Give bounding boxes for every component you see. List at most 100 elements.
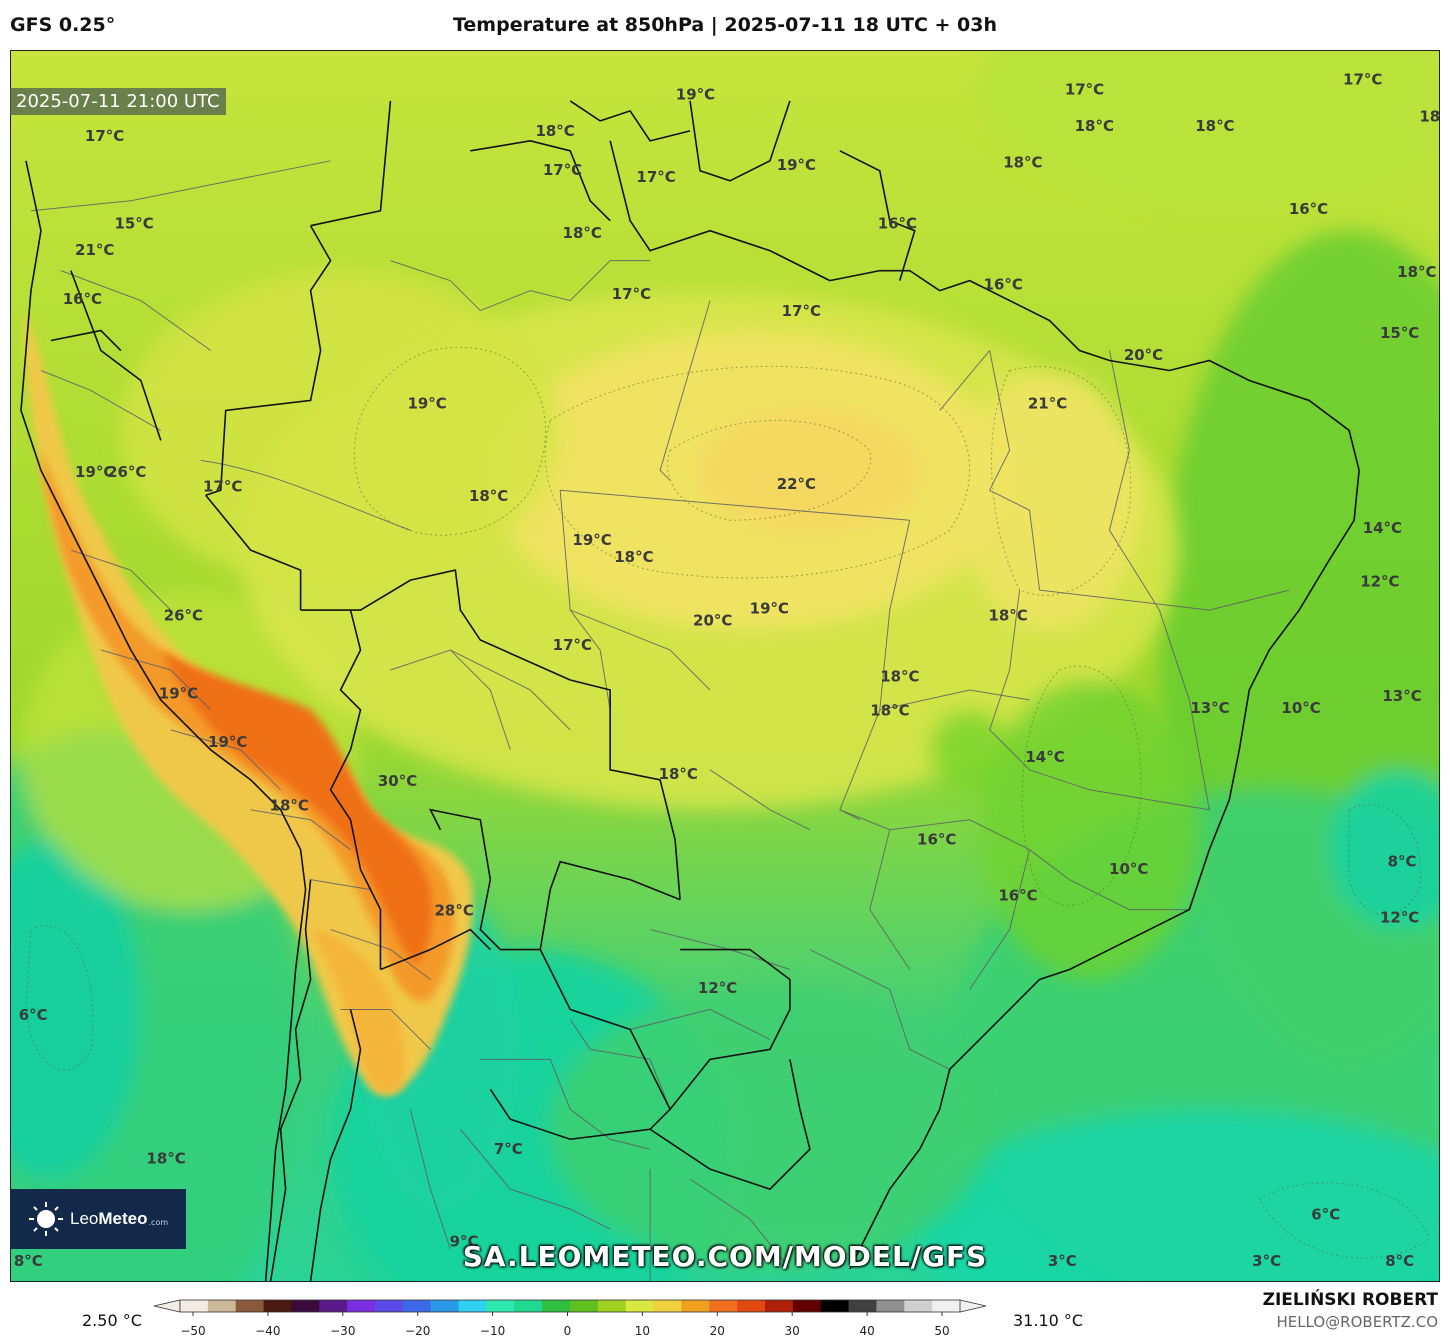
colorbar-tick-label: −50 (180, 1324, 205, 1338)
colorbar-cell (347, 1300, 376, 1312)
author-credit: ZIELIŃSKI ROBERT (1262, 1290, 1438, 1310)
colorbar-cell (876, 1300, 905, 1312)
isotherms (25, 346, 1430, 1259)
temperature-label: 17°C (85, 127, 124, 145)
colorbar-tick-label: 10 (635, 1324, 650, 1338)
temperature-label: 26°C (164, 607, 203, 625)
temperature-label: 19°C (159, 685, 198, 703)
temperature-labels: 19°C18°C17°C 17°C19°C17°C15°C21°C16°C18°C… (14, 71, 1440, 1270)
temperature-label: 17°C (203, 477, 242, 495)
temperature-label: 12°C (1380, 909, 1419, 927)
interior-field (120, 270, 1200, 980)
temperature-label: 7°C (494, 1140, 523, 1158)
sun-icon (29, 1202, 63, 1236)
temperature-label: 17°C (782, 302, 821, 320)
temperature-label: 16°C (917, 831, 956, 849)
temperature-label: 8°C (1388, 853, 1417, 871)
colorbar-cell (458, 1300, 487, 1312)
temperature-label: 13°C (1190, 699, 1229, 717)
atlantic-field (909, 51, 1439, 1281)
temperature-label: 17°C (543, 161, 582, 179)
temperature-label: 28°C (435, 901, 474, 919)
temperature-label: 19°C (208, 733, 247, 751)
colorbar-cell (653, 1300, 682, 1312)
temperature-label: 15°C (114, 214, 153, 232)
colorbar-max-label: 31.10 °C (1013, 1311, 1084, 1330)
country-borders (20, 100, 1360, 1281)
temperature-label: 18°C (1195, 117, 1234, 135)
temperature-label: 16°C (1289, 200, 1328, 218)
colorbar-cell (514, 1300, 543, 1312)
temperature-label: 19°C (750, 599, 789, 617)
temperature-label: 18°C (469, 487, 508, 505)
temperature-label: 21°C (1028, 395, 1067, 413)
temperature-label: 16°C (984, 275, 1023, 293)
leometeo-logo: LeoMeteo .com (10, 1189, 186, 1249)
temperature-label: 18°C (659, 765, 698, 783)
colorbar-cell (597, 1300, 627, 1312)
colorbar-cap-low (153, 1299, 181, 1313)
temperature-label: 26°C (107, 463, 146, 481)
colorbar-tick-label: −30 (330, 1324, 355, 1338)
colorbar-cell (904, 1300, 933, 1312)
temperature-label: 17°C (1065, 80, 1104, 98)
colorbar-tick-label: 50 (934, 1324, 949, 1338)
temperature-label: 18°C (988, 607, 1027, 625)
colorbar-cell (375, 1300, 404, 1312)
temperature-map: 19°C18°C17°C 17°C19°C17°C15°C21°C16°C18°C… (10, 50, 1440, 1282)
colorbar-tick-label: 40 (859, 1324, 874, 1338)
colorbar-cell (820, 1300, 850, 1312)
colorbar-cell (235, 1300, 265, 1312)
andes-heat-belt (24, 310, 474, 1096)
colorbar-cell (486, 1300, 515, 1312)
temperature-label: 3°C (1048, 1252, 1077, 1270)
temperature-label: 14°C (1025, 748, 1064, 766)
temperature-label: 19°C (777, 156, 816, 174)
temperature-label: 18°C (270, 797, 309, 815)
colorbar-cell (542, 1300, 571, 1312)
logo-text: LeoMeteo (70, 1209, 148, 1228)
colorbar-cell (319, 1300, 348, 1312)
colorbar-cell (681, 1300, 710, 1312)
colorbar-tick-label: 0 (564, 1324, 572, 1338)
colorbar-cell (737, 1300, 766, 1312)
colorbar-min-label: 2.50 °C (82, 1311, 142, 1330)
temperature-label: 18°C (880, 667, 919, 685)
temperature-label: 17°C (612, 285, 651, 303)
temperature-label: 8°C (1385, 1252, 1414, 1270)
temperature-label: 19°C (572, 531, 611, 549)
temperature-label: 20°C (693, 611, 732, 629)
colorbar-cell (765, 1300, 794, 1312)
temperature-label: 18°C (146, 1150, 185, 1168)
temperature-label: 3°C (1252, 1252, 1281, 1270)
temperature-label: 17°C (553, 636, 592, 654)
temperature-label: 21°C (75, 241, 114, 259)
temperature-label: 12°C (698, 979, 737, 997)
temperature-label: 16°C (878, 214, 917, 232)
temperature-label: 18°C (1397, 263, 1436, 281)
temperature-label: 18°C (563, 224, 602, 242)
colorbar-frame (179, 1299, 961, 1313)
colorbar-tick-label: −20 (405, 1324, 430, 1338)
logo-suffix: .com (148, 1218, 169, 1227)
temperature-label: 9°C (450, 1233, 479, 1251)
colorbar: −50 −40 −30 −20 −10 0 10 20 30 40 50 (153, 1299, 987, 1338)
valid-time: 2025-07-11 21:00 UTC (10, 88, 226, 115)
temperature-label: 10°C (1281, 699, 1320, 717)
temperature-label: 18°C (614, 548, 653, 566)
temperature-label: 30°C (378, 772, 417, 790)
temperature-label: 15°C (1380, 324, 1419, 342)
colorbar-cell (792, 1300, 822, 1312)
colorbar-tick-label: 30 (785, 1324, 800, 1338)
colorbar-cell (402, 1300, 432, 1312)
temperature-label: 17°C (636, 168, 675, 186)
colorbar-cell (207, 1300, 237, 1312)
temperature-label: 8°C (14, 1252, 43, 1270)
temperature-label: 17°C (1343, 71, 1382, 89)
temperature-label: 10°C (1109, 860, 1148, 878)
temperature-label: 18°C (1003, 154, 1042, 172)
author-email: HELLO@ROBERTZ.CO (1276, 1313, 1438, 1331)
colorbar-cell (430, 1300, 460, 1312)
temperature-label: 18°C (1419, 107, 1440, 125)
temperature-label: 19°C (676, 85, 715, 103)
